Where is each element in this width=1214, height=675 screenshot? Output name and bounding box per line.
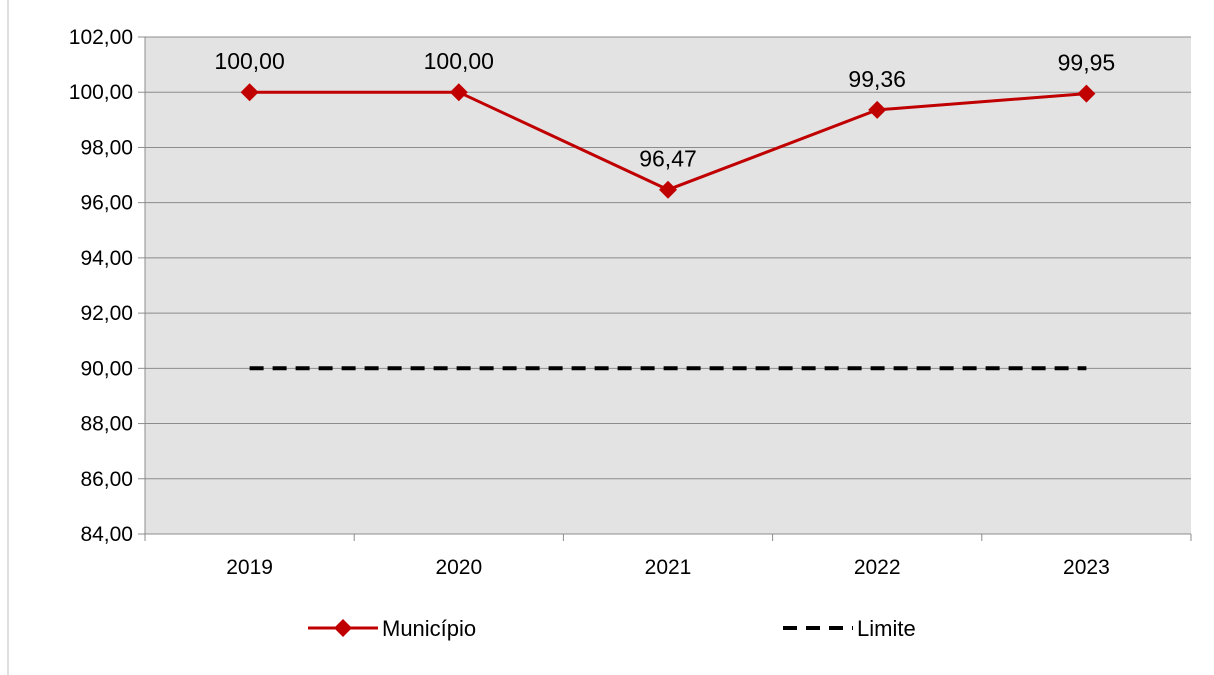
y-tick-label: 88,00 — [80, 413, 133, 436]
y-tick-label: 100,00 — [69, 81, 133, 104]
data-label: 100,00 — [214, 48, 284, 74]
legend: Município Limite — [308, 616, 916, 641]
legend-swatch-marker — [334, 619, 352, 637]
x-tick-label: 2023 — [1063, 556, 1110, 579]
y-tick-label: 90,00 — [80, 357, 133, 380]
y-tick-label: 94,00 — [80, 247, 133, 270]
x-tick-label: 2020 — [435, 556, 482, 579]
y-tick-label: 92,00 — [80, 302, 133, 325]
data-label: 100,00 — [424, 48, 494, 74]
x-tick-label: 2022 — [854, 556, 901, 579]
x-tick-label: 2021 — [645, 556, 692, 579]
y-axis: 102,00 100,00 98,00 96,00 94,00 92,00 90,00 88,… — [69, 26, 146, 546]
y-tick-label: 86,00 — [80, 468, 133, 491]
y-tick-label: 102,00 — [69, 26, 133, 49]
y-tick-label: 96,00 — [80, 192, 133, 215]
plot-area — [145, 37, 1191, 534]
x-tick-label: 2019 — [226, 556, 273, 579]
data-label: 99,36 — [848, 66, 906, 92]
data-point-marker — [659, 180, 677, 199]
data-label: 99,95 — [1058, 50, 1116, 76]
data-point-marker — [449, 83, 468, 102]
data-label: 96,47 — [639, 146, 697, 172]
x-axis: 2019 2020 2021 2022 2023 — [144, 533, 1192, 579]
data-point-marker — [868, 100, 887, 119]
data-labels: 100,00 100,00 96,47 99,36 99,95 — [214, 48, 1115, 171]
y-tick-label: 84,00 — [80, 523, 133, 546]
series-layer — [240, 83, 1096, 371]
data-point-marker — [1077, 84, 1096, 103]
data-point-marker — [240, 83, 259, 102]
legend-label: Município — [382, 616, 476, 641]
legend-label: Limite — [857, 616, 916, 641]
y-tick-label: 98,00 — [80, 136, 133, 159]
